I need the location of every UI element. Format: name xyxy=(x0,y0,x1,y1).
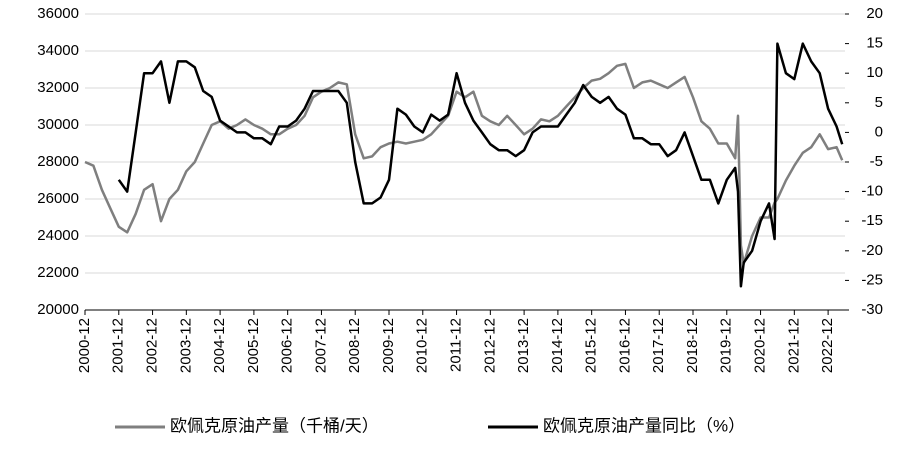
y2-tick-label: 0 xyxy=(875,123,883,140)
x-tick-label: 2015-12 xyxy=(583,318,600,373)
x-tick-label: 2022-12 xyxy=(819,318,836,373)
legend-label: 欧佩克原油产量（千桶/天） xyxy=(170,416,379,435)
x-tick-label: 2012-12 xyxy=(481,318,498,373)
y2-tick-label: -20 xyxy=(861,242,883,259)
x-tick-label: 2008-12 xyxy=(346,318,363,373)
y2-tick-label: 20 xyxy=(866,5,883,22)
y2-tick-label: 10 xyxy=(866,64,883,81)
legend-label: 欧佩克原油产量同比（%） xyxy=(543,416,745,435)
y-tick-label: 34000 xyxy=(37,42,79,59)
x-tick-label: 2000-12 xyxy=(76,318,93,373)
x-tick-label: 2009-12 xyxy=(380,318,397,373)
y-tick-label: 32000 xyxy=(37,79,79,96)
x-tick-label: 2018-12 xyxy=(684,318,701,373)
x-tick-label: 2001-12 xyxy=(110,318,127,373)
y2-tick-label: 5 xyxy=(875,94,883,111)
x-tick-label: 2021-12 xyxy=(785,318,802,373)
y-tick-label: 28000 xyxy=(37,153,79,170)
x-tick-label: 2016-12 xyxy=(616,318,633,373)
y-tick-label: 20000 xyxy=(37,301,79,318)
x-tick-label: 2003-12 xyxy=(177,318,194,373)
y2-tick-label: 15 xyxy=(866,35,883,52)
y-tick-label: 24000 xyxy=(37,227,79,244)
x-tick-label: 2002-12 xyxy=(144,318,161,373)
x-tick-label: 2014-12 xyxy=(549,318,566,373)
y-tick-label: 26000 xyxy=(37,190,79,207)
x-tick-label: 2013-12 xyxy=(515,318,532,373)
x-tick-label: 2010-12 xyxy=(414,318,431,373)
y2-tick-label: -10 xyxy=(861,183,883,200)
series-line xyxy=(117,42,844,288)
y-tick-label: 22000 xyxy=(37,264,79,281)
y-tick-label: 36000 xyxy=(37,5,79,22)
x-tick-label: 2006-12 xyxy=(279,318,296,373)
y-tick-label: 30000 xyxy=(37,116,79,133)
x-tick-label: 2004-12 xyxy=(211,318,228,373)
x-tick-label: 2020-12 xyxy=(752,318,769,373)
x-tick-label: 2019-12 xyxy=(718,318,735,373)
x-tick-label: 2011-12 xyxy=(448,318,465,372)
y2-tick-label: -15 xyxy=(861,212,883,229)
x-tick-label: 2005-12 xyxy=(245,318,262,373)
y2-tick-label: -30 xyxy=(861,301,883,318)
x-tick-label: 2007-12 xyxy=(312,318,329,373)
y2-tick-label: -25 xyxy=(861,271,883,288)
series-line xyxy=(84,62,844,266)
x-tick-label: 2017-12 xyxy=(650,318,667,373)
y2-tick-label: -5 xyxy=(870,153,883,170)
